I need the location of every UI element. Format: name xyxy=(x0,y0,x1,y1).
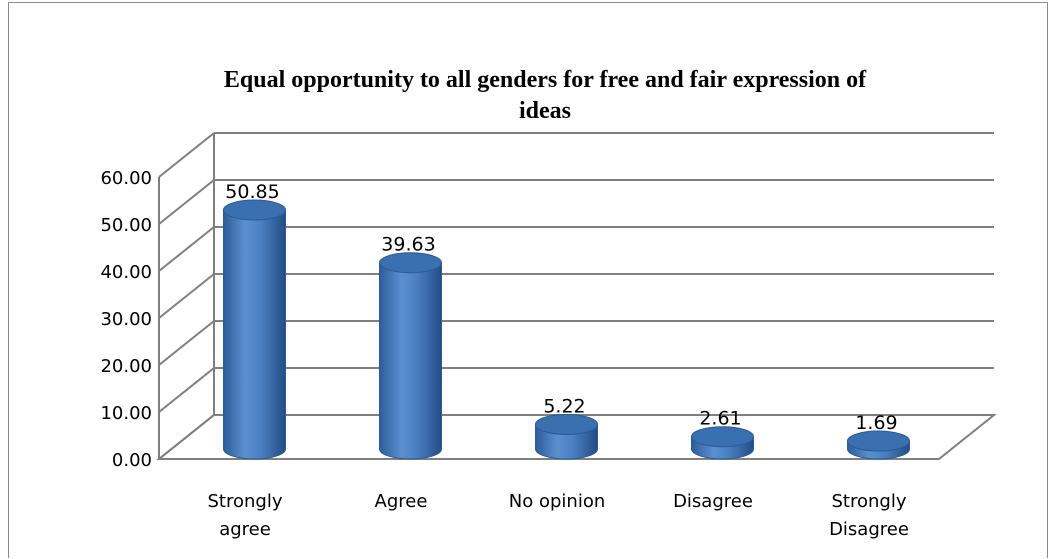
bar-top xyxy=(379,252,442,274)
y-tick-label: 20.00 xyxy=(100,356,152,377)
category-label-3: Disagree xyxy=(673,491,753,512)
y-axis-ticks: 0.00 10.00 20.00 30.00 40.00 50.00 60.00 xyxy=(100,168,152,471)
bar-3 xyxy=(691,426,754,460)
y-tick-label: 10.00 xyxy=(100,403,152,424)
value-label-1: 39.63 xyxy=(381,234,435,256)
value-label-2: 5.22 xyxy=(543,395,585,417)
chart-floor xyxy=(156,414,997,460)
bar-body xyxy=(379,262,442,460)
y-tick-label: 0.00 xyxy=(112,450,152,471)
category-label-4: Strongly xyxy=(832,491,907,512)
value-label-3: 2.61 xyxy=(699,408,741,430)
value-label-4: 1.69 xyxy=(855,412,897,434)
bars xyxy=(223,199,910,460)
value-label-0: 50.85 xyxy=(225,181,279,203)
chart-title-line-1: Equal opportunity to all genders for fre… xyxy=(224,67,867,93)
side-grid-3 xyxy=(158,273,215,319)
side-grid-5 xyxy=(158,179,215,225)
bar-1 xyxy=(379,252,442,460)
chart-title-line-2: ideas xyxy=(519,98,571,124)
side-grid-2 xyxy=(158,320,215,366)
bar-2 xyxy=(535,413,598,460)
bar-0 xyxy=(223,199,286,460)
value-labels: 50.85 39.63 5.22 2.61 1.69 xyxy=(225,181,897,434)
y-tick-label: 30.00 xyxy=(100,309,152,330)
y-tick-label: 50.00 xyxy=(100,215,152,236)
side-grid-4 xyxy=(158,226,215,272)
category-labels: Strongly agree Agree No opinion Disagree Stro… xyxy=(208,491,909,540)
category-label-2: No opinion xyxy=(509,491,605,512)
bar-top xyxy=(223,199,286,221)
bar-top xyxy=(847,430,910,452)
bar-top xyxy=(535,413,598,435)
bar-body xyxy=(223,209,286,460)
category-label-0: agree xyxy=(219,519,271,540)
category-label-4: Disagree xyxy=(829,519,909,540)
category-label-0: Strongly xyxy=(208,491,283,512)
bar-top xyxy=(691,426,754,448)
chart-walls xyxy=(156,132,997,460)
bar-4 xyxy=(847,430,910,460)
y-tick-label: 40.00 xyxy=(100,262,152,283)
side-grid-1 xyxy=(158,367,215,413)
chart-svg: Equal opportunity to all genders for fre… xyxy=(100,67,997,540)
y-tick-label: 60.00 xyxy=(100,168,152,189)
chart-frame: Equal opportunity to all genders for fre… xyxy=(8,2,1048,558)
side-grid-6 xyxy=(158,132,215,178)
category-label-1: Agree xyxy=(375,491,428,512)
